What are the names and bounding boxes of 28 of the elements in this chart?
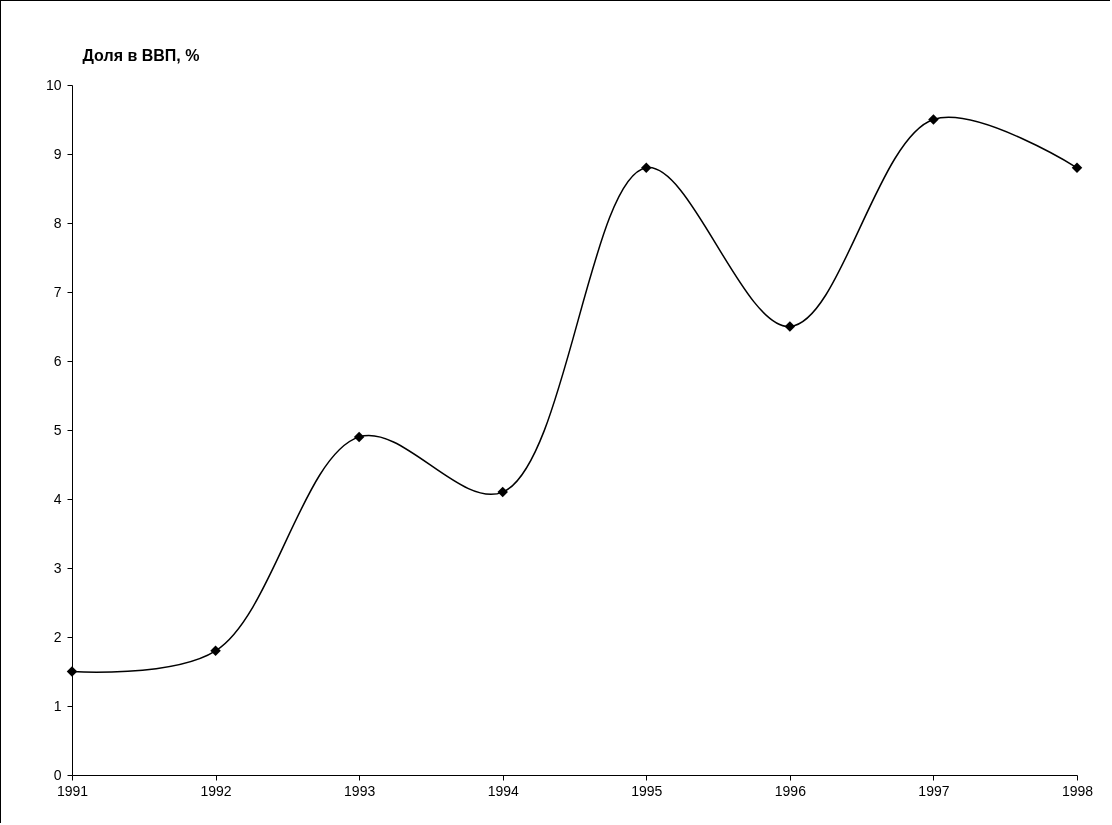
- x-tick-label: 1998: [1061, 782, 1094, 799]
- x-tick-label: 1993: [344, 782, 376, 799]
- y-tick-label: 3: [53, 559, 62, 576]
- x-tick-label: 1994: [487, 782, 519, 799]
- point: [497, 486, 508, 498]
- x-tick-label: 1997: [918, 782, 950, 799]
- x-tick-label: 1996: [774, 782, 807, 799]
- y-tick-label: 7: [53, 283, 62, 300]
- y-tick-label: 1: [53, 697, 62, 714]
- y-tick-label: 5: [53, 421, 62, 438]
- y-tick-label: 8: [53, 214, 62, 231]
- y-tick-label: 10: [45, 76, 62, 93]
- x-tick-label: 1995: [631, 782, 663, 799]
- point: [641, 162, 652, 174]
- y-tick-label: 4: [53, 490, 62, 507]
- y-tick-label: 6: [53, 352, 62, 369]
- y-tick-label: 2: [53, 628, 62, 645]
- point: [784, 321, 796, 332]
- point: [1071, 162, 1083, 174]
- y-tick-label: 0: [53, 766, 62, 783]
- point: [353, 431, 365, 443]
- x-tick-label: 1991: [56, 782, 89, 799]
- point: [210, 645, 221, 657]
- y-axis-title: Доля в ВВП, %: [82, 46, 200, 64]
- y-tick-label: 9: [53, 145, 62, 162]
- point: [66, 666, 78, 677]
- point: [928, 114, 939, 125]
- x-tick-label: 1992: [200, 782, 232, 799]
